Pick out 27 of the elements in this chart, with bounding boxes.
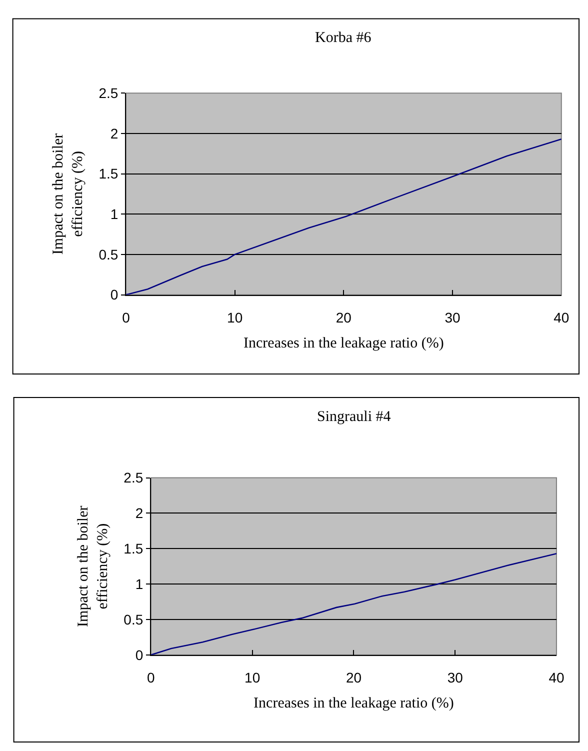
y-tick-label: 1.5: [98, 166, 118, 182]
y-tick-label: 2: [110, 125, 118, 142]
y-tick-label: 2.5: [98, 85, 118, 102]
y-tick-label: 1: [110, 206, 118, 222]
y-tick-label: 1: [135, 576, 144, 592]
y-tick-label: 0: [110, 286, 118, 303]
chart-title: Singrauli #4: [317, 409, 392, 425]
y-axis-title: Impact on the boiler efficiency (%): [50, 133, 86, 255]
x-tick-label: 40: [554, 310, 570, 326]
x-tick-label: 10: [244, 670, 260, 686]
chart-title: Korba #6: [315, 30, 372, 46]
x-axis-title: Increases in the leakage ratio (%): [254, 696, 454, 712]
x-tick-label: 30: [444, 310, 461, 326]
y-axis-title: Impact on the boiler efficiency (%): [75, 506, 111, 627]
x-tick-label: 0: [147, 670, 156, 686]
x-tick-label: 40: [548, 670, 564, 686]
y-tick-label: 0.5: [98, 246, 118, 262]
x-tick-label: 10: [227, 310, 243, 326]
y-tick-label: 2: [135, 505, 144, 522]
x-axis-title: Increases in the leakage ratio (%): [244, 336, 444, 352]
y-tick-label: 2.5: [124, 470, 144, 486]
y-tick-label: 1.5: [124, 540, 144, 557]
x-tick-label: 20: [336, 310, 352, 326]
x-tick-label: 20: [346, 670, 362, 686]
y-tick-label: 0.5: [124, 611, 144, 628]
y-tick-label: 0: [135, 646, 144, 663]
x-tick-label: 30: [447, 670, 464, 686]
